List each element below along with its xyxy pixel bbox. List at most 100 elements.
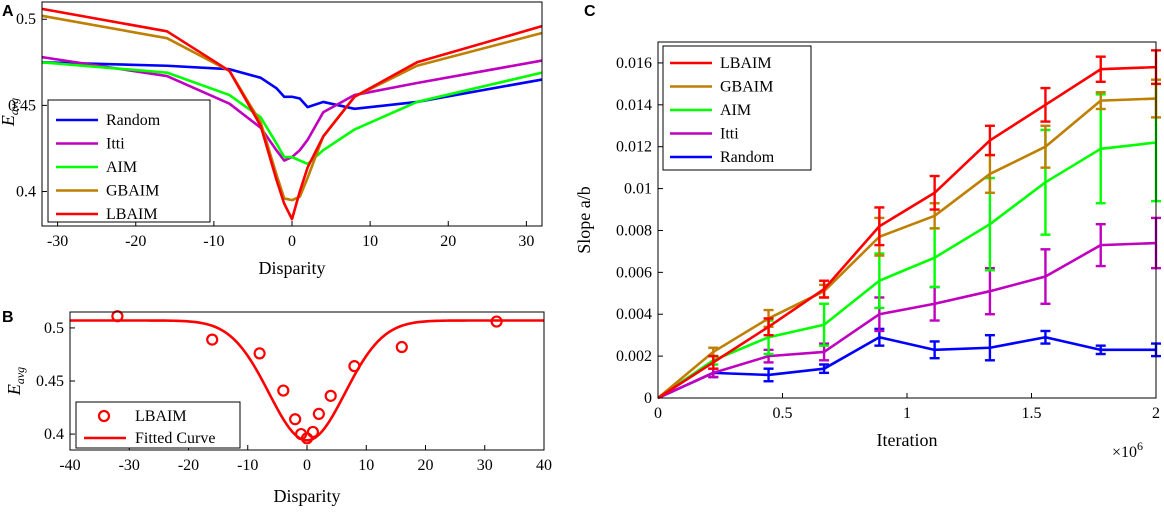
lbaim-data-point (111, 310, 124, 323)
lbaim-data-point (348, 360, 361, 373)
panel-a-legend: Random Itti AIM GBAIM LBAIM (47, 99, 211, 223)
panel-b-xtick-label: -30 (119, 457, 140, 474)
panel-a-xtick-label: -30 (47, 233, 68, 250)
legend-label-gbaim: GBAIM (106, 183, 159, 200)
panel-c: C 0 0.5 1 1.5 2 0 0.002 0.004 0.006 0.008 0.01 0.01… (574, 3, 1161, 461)
panel-b-xlabel: Disparity (274, 486, 341, 506)
legend-label-aim: AIM (106, 159, 137, 176)
panel-a-ytick-label: 0.5 (16, 11, 36, 28)
panel-a-xtick-label: 10 (362, 233, 378, 250)
legend-label-aim: AIM (720, 102, 751, 119)
panel-c-letter: C (584, 3, 596, 20)
legend-label-itti: Itti (720, 126, 739, 143)
error-bar-aim (929, 227, 940, 289)
panel-b-xtick-label: 30 (477, 457, 493, 474)
lbaim-data-point (490, 315, 503, 328)
panel-c-ytick-label: 0.012 (616, 139, 652, 156)
series-line-aim (657, 141, 1157, 400)
error-bar-aim (819, 302, 830, 347)
panel-c-xtick-label: 0.5 (773, 405, 793, 422)
panel-a-letter: A (2, 3, 14, 20)
error-bar-random (1095, 344, 1106, 356)
panel-a-xtick-label: 0 (288, 233, 296, 250)
lbaim-data-point (289, 413, 302, 426)
error-bar-random (929, 340, 940, 360)
legend-label-lbaim-points: LBAIM (135, 408, 187, 425)
lbaim-data-point (312, 407, 325, 421)
lbaim-data-point (277, 384, 290, 397)
panel-b-ytick-label: 0.45 (36, 373, 64, 390)
error-bar-lbaim (1095, 55, 1106, 83)
error-bar-aim (874, 252, 885, 310)
series-line-lbaim (41, 7, 543, 221)
panel-b-axes-box (69, 311, 545, 451)
error-bar-lbaim (929, 174, 940, 211)
panel-a-ticks: -30 -20 -10 0 10 20 30 0.4 0.45 0.5 (8, 11, 534, 250)
error-bar-random (763, 367, 774, 383)
lbaim-data-point (206, 333, 219, 346)
panel-c-legend-box (662, 45, 812, 171)
panel-c-xtick-label: 2 (1152, 405, 1160, 422)
error-bar-random (984, 333, 995, 362)
series-line-random (657, 335, 1156, 400)
error-bar-random (1040, 329, 1051, 345)
lbaim-data-point (324, 389, 337, 402)
panel-a-xtick-label: -10 (203, 233, 224, 250)
error-bar-gbaim (984, 153, 995, 194)
panel-b-legend-box (75, 401, 241, 449)
error-bar-lbaim (984, 124, 995, 157)
error-bar-lbaim (708, 354, 719, 370)
legend-label-gbaim: GBAIM (720, 79, 773, 96)
panel-b-ylabel: Eavg (4, 367, 27, 396)
error-bar-itti (1040, 248, 1051, 305)
error-bar-gbaim (1040, 124, 1051, 169)
panel-a-xlabel: Disparity (259, 258, 326, 278)
panel-b-xtick-label: -40 (59, 457, 80, 474)
error-bar-lbaim (763, 317, 774, 337)
panel-c-ytick-label: 0.014 (616, 97, 652, 114)
panel-c-ytick-label: 0.016 (616, 55, 652, 72)
lbaim-data-point (306, 425, 320, 439)
error-bar-lbaim (1040, 86, 1051, 123)
panel-c-x-multiplier: ×106 (1112, 439, 1143, 461)
series-line-gbaim (657, 97, 1157, 399)
panel-a-ytick-label: 0.45 (8, 97, 36, 114)
lbaim-data-point (253, 347, 266, 360)
panel-c-xtick-label: 1 (903, 405, 911, 422)
panel-b-xtick-label: 40 (536, 457, 552, 474)
panel-b-ytick-label: 0.5 (44, 320, 64, 337)
panel-c-ticks: 0 0.5 1 1.5 2 0 0.002 0.004 0.006 0.008 0.01 0.012 0… (616, 55, 1160, 422)
legend-label-random: Random (106, 112, 161, 129)
panel-b-ytick-label: 0.4 (44, 426, 64, 443)
panel-b-letter: B (2, 309, 14, 326)
panel-c-ytick-label: 0.008 (616, 222, 652, 239)
panel-c-xtick-label: 1.5 (1022, 405, 1042, 422)
legend-marker-lbaim (97, 409, 111, 423)
panel-b-xtick-label: 20 (418, 457, 434, 474)
panel-c-ylabel: Slope a/b (574, 186, 594, 254)
error-bar-lbaim (874, 206, 885, 247)
panel-c-ytick-label: 0.002 (616, 348, 652, 365)
error-bar-lbaim (819, 279, 830, 299)
legend-label-lbaim: LBAIM (106, 206, 158, 223)
panel-a-xtick-label: 30 (518, 233, 534, 250)
panel-b-legend: LBAIM Fitted Curve (75, 401, 241, 449)
series-line-aim (41, 61, 543, 166)
panel-b: B -40 -30 -20 -10 0 10 20 30 40 0.4 0.45 0.5 Dispar… (2, 309, 552, 506)
fitted-curve-line (70, 319, 544, 442)
panel-b-ticks: -40 -30 -20 -10 0 10 20 30 40 0.4 0.45 0.5 (36, 320, 552, 474)
panel-b-series (70, 310, 544, 445)
panel-a-xtick-label: -20 (125, 233, 146, 250)
panel-a-xtick-label: 20 (440, 233, 456, 250)
error-bar-gbaim (1095, 91, 1106, 111)
legend-label-itti: Itti (106, 136, 125, 153)
panel-b-xtick-label: 10 (358, 457, 374, 474)
panel-c-ytick-label: 0.01 (624, 181, 652, 198)
panel-b-xtick-label: 0 (303, 457, 311, 474)
legend-label-fitted-curve: Fitted Curve (135, 430, 215, 447)
panel-a-series (41, 7, 543, 221)
lbaim-data-point (395, 340, 408, 354)
error-bar-random (819, 363, 830, 375)
panel-b-xtick-label: -10 (237, 457, 258, 474)
